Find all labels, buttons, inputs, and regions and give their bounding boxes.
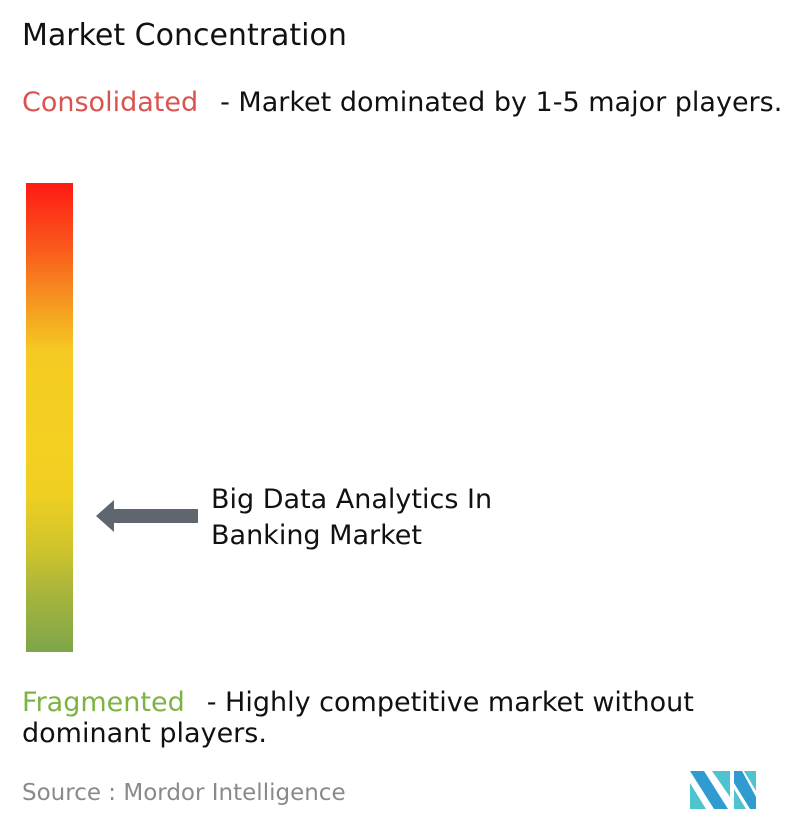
consolidated-description: - Market dominated by 1-5 major players. [220,87,783,118]
market-label: Big Data Analytics In Banking Market [211,484,493,551]
consolidated-legend: Consolidated - Market dominated by 1-5 ma… [22,87,792,118]
page-title: Market Concentration [22,18,347,53]
fragmented-description: - Highly competitive market without domi… [22,687,694,749]
mordor-intelligence-logo-icon [690,771,756,809]
source-text: Source : Mordor Intelligence [22,780,346,806]
market-position-arrow-icon [96,500,198,532]
fragmented-legend: Fragmented - Highly competitive market wi… [22,687,792,749]
fragmented-keyword: Fragmented [22,687,185,718]
consolidated-keyword: Consolidated [22,87,199,118]
concentration-gradient-bar [26,183,73,652]
